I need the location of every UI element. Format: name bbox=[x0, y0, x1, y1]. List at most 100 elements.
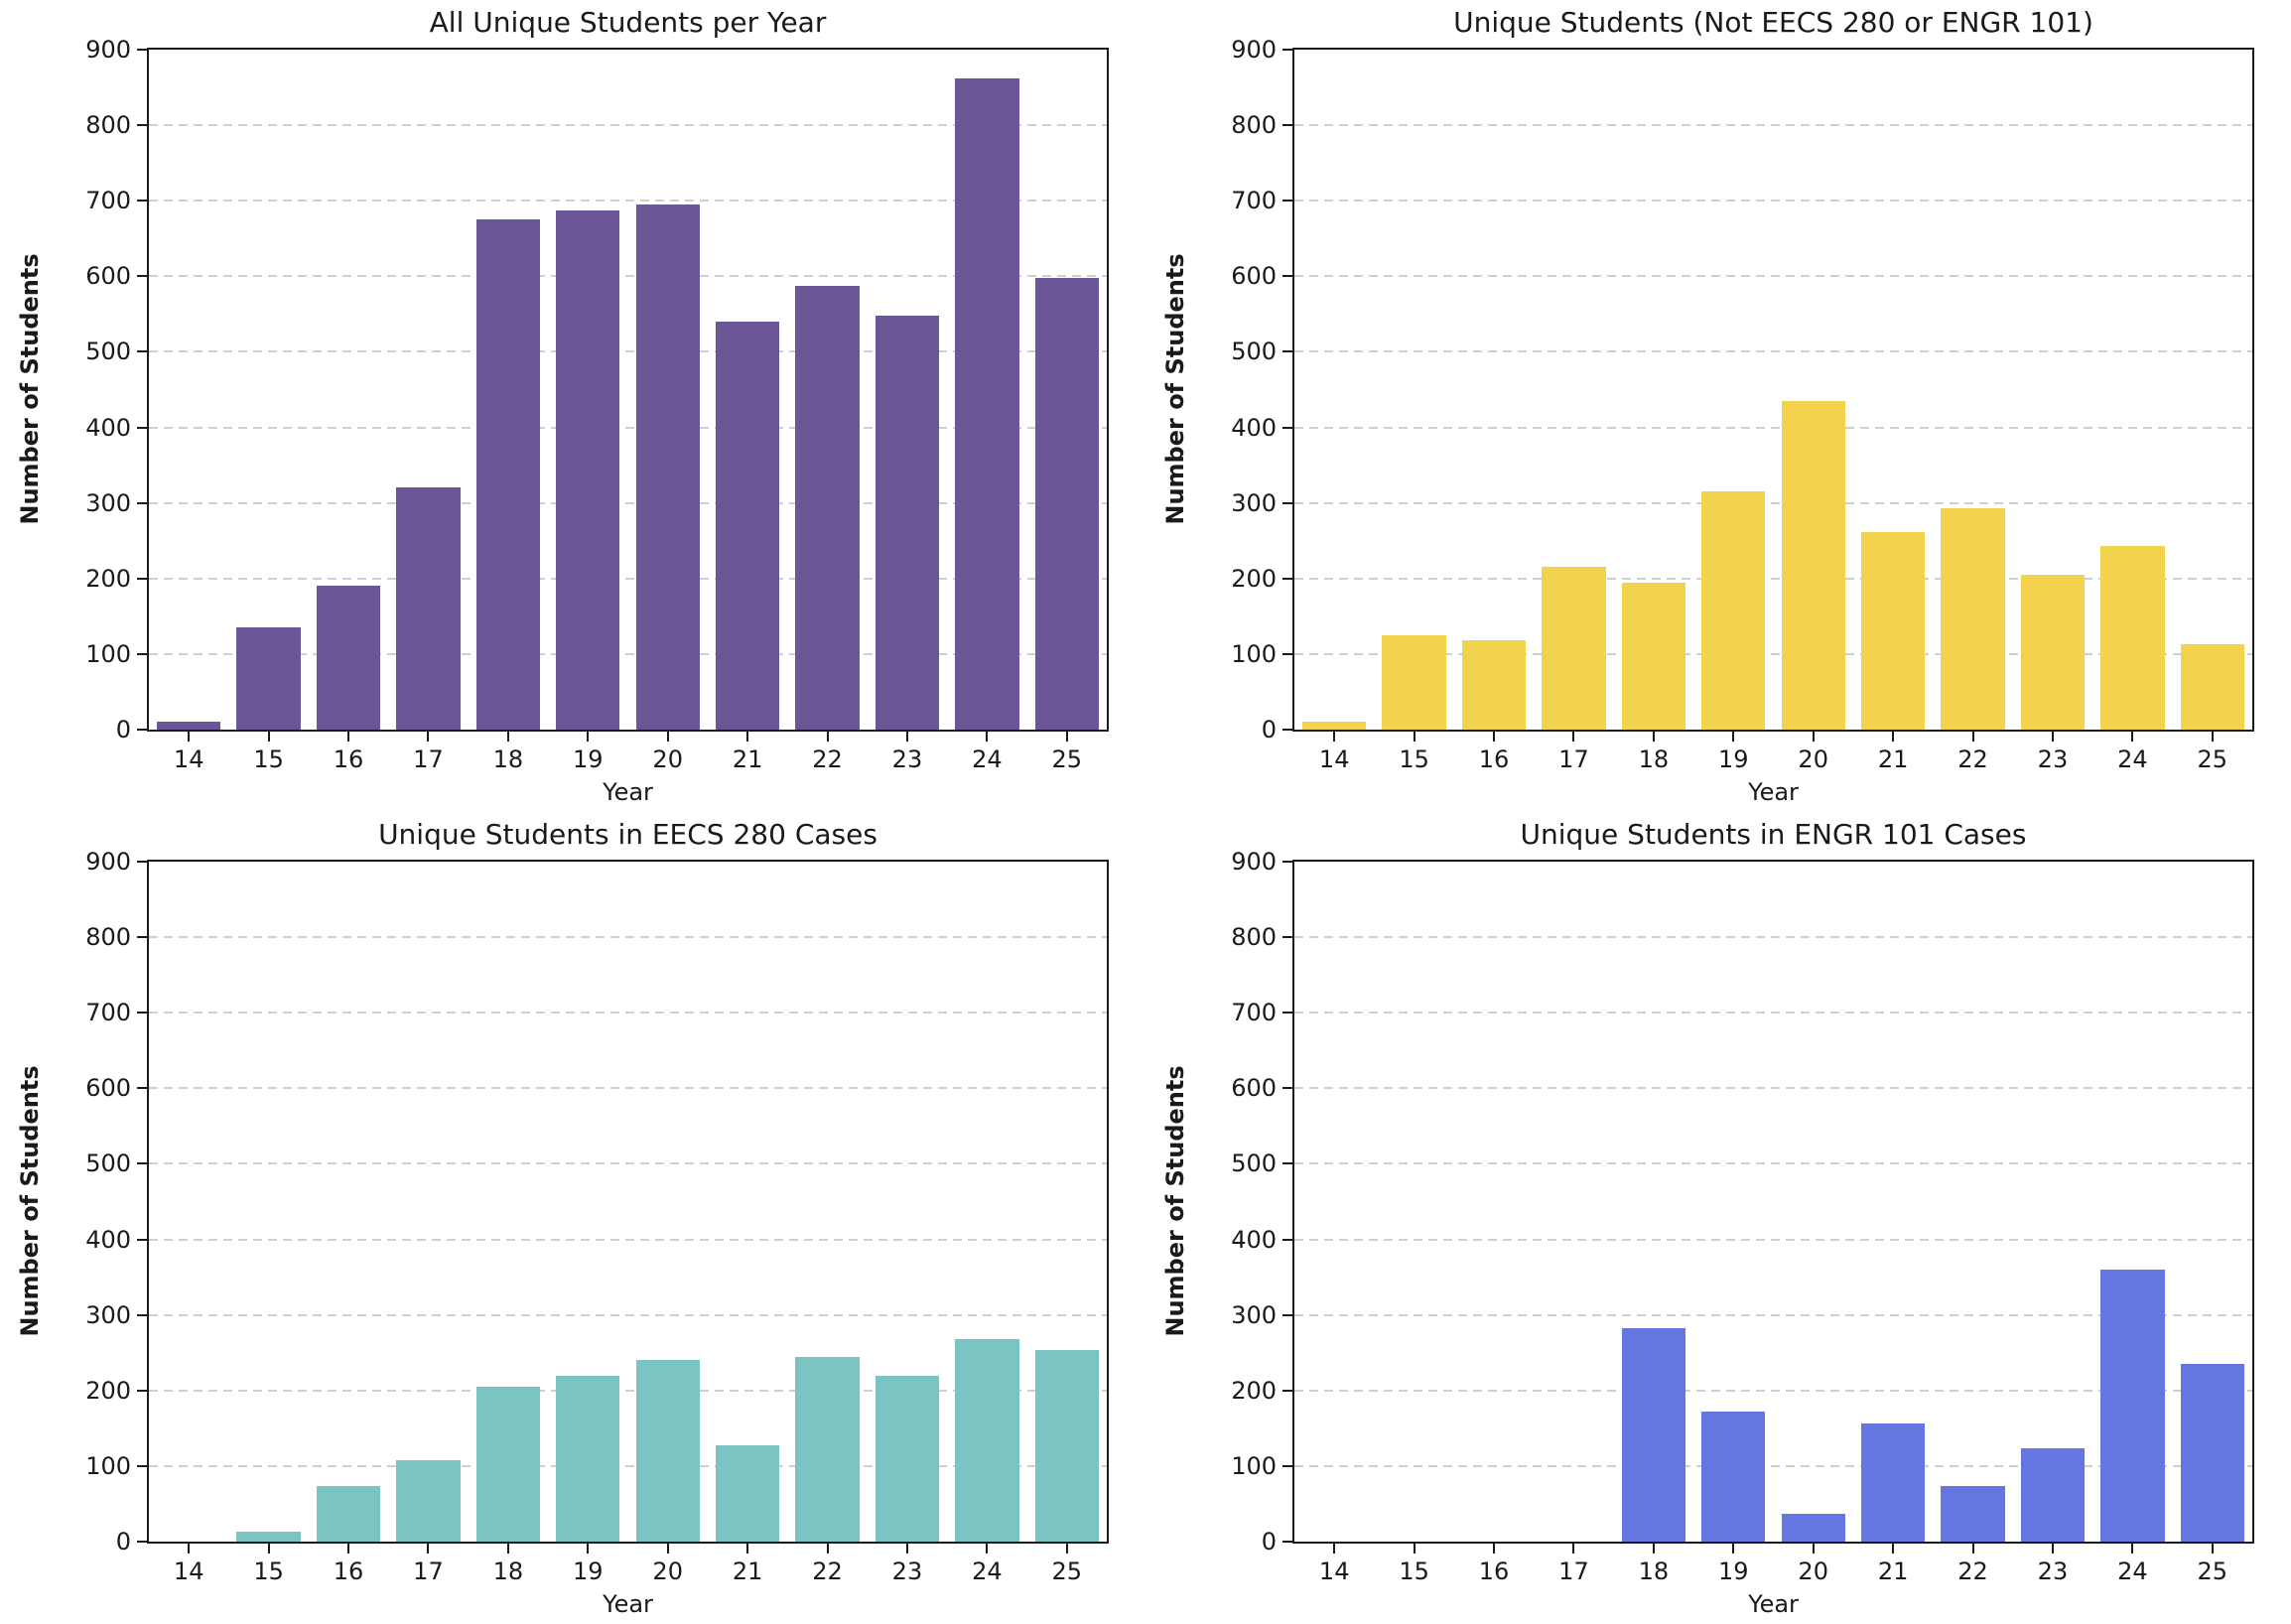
x-tick bbox=[587, 732, 590, 742]
bar-year-14 bbox=[157, 722, 221, 730]
x-tick-label: 17 bbox=[1558, 745, 1589, 773]
gridline-700 bbox=[1294, 200, 2252, 203]
y-tick bbox=[1282, 426, 1292, 429]
gridline-600 bbox=[149, 1087, 1107, 1090]
y-tick bbox=[137, 1464, 147, 1467]
x-tick bbox=[986, 732, 989, 742]
bar-year-21 bbox=[1860, 1422, 1926, 1542]
gridline-100 bbox=[1294, 652, 2252, 655]
x-tick bbox=[2211, 732, 2214, 742]
x-tick bbox=[506, 1544, 509, 1554]
x-tick bbox=[1971, 1544, 1974, 1554]
gridline-600 bbox=[1294, 275, 2252, 278]
bar-year-24 bbox=[955, 77, 1019, 730]
x-tick-label: 22 bbox=[812, 745, 843, 773]
x-tick bbox=[826, 1544, 829, 1554]
gridline-800 bbox=[149, 124, 1107, 127]
bar-year-16 bbox=[316, 586, 381, 730]
y-tick-label: 300 bbox=[85, 1300, 131, 1329]
x-tick-label: 17 bbox=[413, 745, 444, 773]
y-tick bbox=[137, 350, 147, 353]
bar-year-20 bbox=[1781, 1513, 1845, 1542]
bar-year-21 bbox=[1860, 531, 1926, 730]
bar-year-23 bbox=[875, 1375, 940, 1542]
x-tick bbox=[986, 1544, 989, 1554]
y-tick bbox=[137, 861, 147, 863]
chart-title: Unique Students (Not EECS 280 or ENGR 10… bbox=[1453, 6, 2093, 39]
chart-eecs280-cases: Unique Students in EECS 280 Cases Number… bbox=[0, 812, 1146, 1624]
y-tick bbox=[1282, 1162, 1292, 1165]
gridline-700 bbox=[1294, 1012, 2252, 1015]
y-tick-label: 800 bbox=[1231, 111, 1277, 140]
y-tick-label: 0 bbox=[1261, 1528, 1277, 1556]
bar-year-18 bbox=[1621, 582, 1686, 730]
x-tick bbox=[267, 1544, 270, 1554]
y-tick-label: 100 bbox=[1231, 639, 1277, 668]
x-tick-label: 22 bbox=[812, 1557, 843, 1585]
x-tick bbox=[2051, 732, 2054, 742]
plot-area bbox=[1292, 860, 2254, 1544]
x-tick bbox=[905, 732, 908, 742]
y-tick-label: 700 bbox=[1231, 999, 1277, 1027]
gridline-400 bbox=[1294, 1238, 2252, 1241]
gridline-300 bbox=[149, 501, 1107, 504]
y-tick bbox=[137, 124, 147, 127]
x-tick bbox=[1572, 1544, 1575, 1554]
gridline-600 bbox=[1294, 1087, 2252, 1090]
y-tick bbox=[1282, 49, 1292, 51]
x-tick bbox=[506, 732, 509, 742]
y-tick-label: 700 bbox=[85, 187, 131, 215]
y-tick bbox=[137, 49, 147, 51]
x-tick-label: 15 bbox=[253, 1557, 284, 1585]
bar-year-18 bbox=[475, 1386, 541, 1542]
y-tick bbox=[137, 652, 147, 655]
bar-year-17 bbox=[396, 487, 461, 730]
bar-year-17 bbox=[1542, 567, 1606, 730]
gridline-300 bbox=[1294, 501, 2252, 504]
x-tick bbox=[666, 1544, 669, 1554]
bar-year-15 bbox=[1382, 634, 1446, 730]
y-tick-label: 800 bbox=[1231, 923, 1277, 952]
x-tick-label: 22 bbox=[1957, 745, 1988, 773]
x-tick-label: 24 bbox=[972, 745, 1003, 773]
bar-year-20 bbox=[635, 1360, 700, 1542]
bar-year-23 bbox=[875, 315, 940, 730]
x-tick bbox=[746, 732, 749, 742]
x-tick bbox=[1892, 732, 1895, 742]
x-tick-label: 24 bbox=[2117, 745, 2148, 773]
chart-title: Unique Students in EECS 280 Cases bbox=[378, 818, 877, 851]
y-tick bbox=[137, 1012, 147, 1015]
x-tick-label: 14 bbox=[1318, 1557, 1350, 1585]
x-tick-label: 17 bbox=[1558, 1557, 1589, 1585]
x-tick-label: 24 bbox=[2117, 1557, 2148, 1585]
x-tick-label: 19 bbox=[573, 1557, 604, 1585]
y-tick bbox=[137, 1087, 147, 1090]
bar-year-18 bbox=[475, 219, 541, 730]
gridline-500 bbox=[149, 1162, 1107, 1165]
x-tick-label: 20 bbox=[652, 745, 683, 773]
x-tick-label: 20 bbox=[1798, 745, 1828, 773]
y-tick-label: 0 bbox=[1261, 716, 1277, 744]
bar-year-19 bbox=[1701, 491, 1766, 730]
y-tick bbox=[1282, 577, 1292, 580]
x-tick-label: 21 bbox=[732, 745, 763, 773]
y-tick-label: 500 bbox=[1231, 1150, 1277, 1178]
x-tick bbox=[1732, 732, 1735, 742]
y-tick-label: 900 bbox=[85, 36, 131, 64]
x-tick-label: 21 bbox=[1877, 1557, 1909, 1585]
bar-year-19 bbox=[556, 210, 620, 730]
y-tick bbox=[1282, 1389, 1292, 1392]
x-tick bbox=[1413, 732, 1415, 742]
y-tick bbox=[137, 729, 147, 731]
bar-year-19 bbox=[1701, 1412, 1766, 1542]
y-tick-label: 0 bbox=[115, 1528, 131, 1556]
gridline-100 bbox=[149, 652, 1107, 655]
x-tick-label: 24 bbox=[972, 1557, 1003, 1585]
y-tick-label: 300 bbox=[1231, 488, 1277, 517]
y-tick bbox=[137, 1313, 147, 1316]
x-tick-label: 14 bbox=[173, 745, 204, 773]
x-tick bbox=[746, 1544, 749, 1554]
chart-engr101-cases: Unique Students in ENGR 101 Cases Number… bbox=[1146, 812, 2291, 1624]
y-tick bbox=[1282, 501, 1292, 504]
gridline-200 bbox=[1294, 1389, 2252, 1392]
